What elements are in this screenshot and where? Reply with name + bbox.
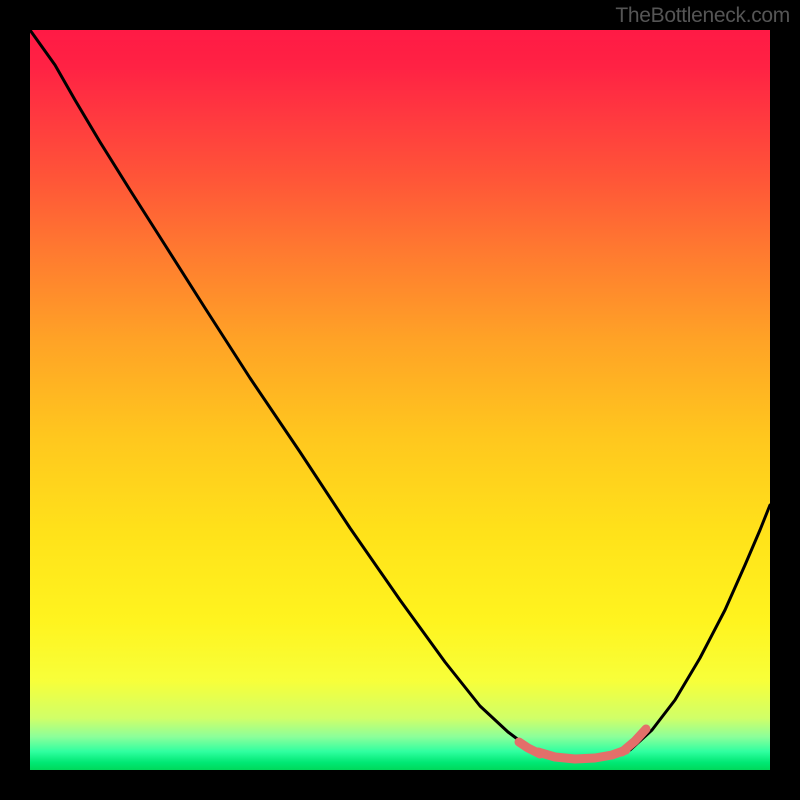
frame-left	[0, 0, 30, 800]
chart-background	[30, 30, 770, 770]
chart-svg	[30, 30, 770, 770]
watermark-text: TheBottleneck.com	[615, 4, 790, 28]
chart-plot-area	[30, 30, 770, 770]
frame-right	[770, 0, 800, 800]
frame-bottom	[0, 770, 800, 800]
